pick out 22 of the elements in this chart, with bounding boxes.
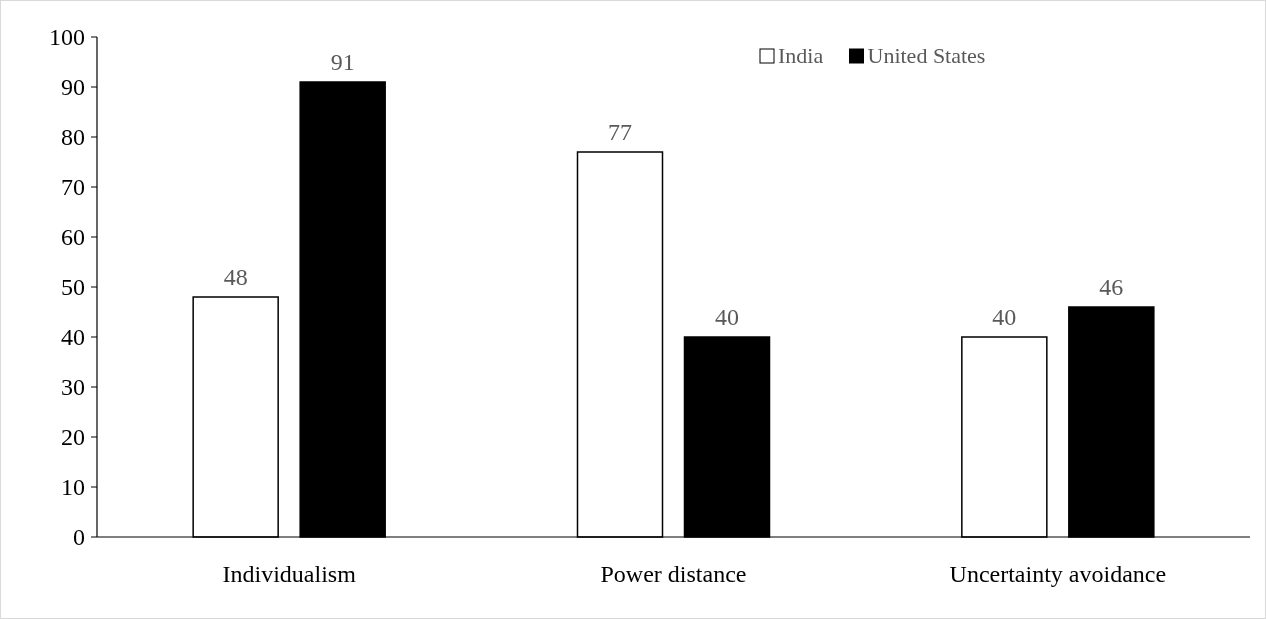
y-tick-label: 20 <box>61 424 85 451</box>
y-tick-label: 30 <box>61 374 85 401</box>
y-tick-label: 70 <box>61 174 85 201</box>
y-tick-label: 40 <box>61 324 85 351</box>
y-tick-label: 10 <box>61 474 85 501</box>
legend-label: United States <box>867 43 986 68</box>
y-tick-label: 80 <box>61 124 85 151</box>
x-tick-label: Power distance <box>600 561 747 587</box>
x-tick-label: Uncertainty avoidance <box>949 561 1167 587</box>
y-tick-label: 50 <box>61 274 85 301</box>
data-label: 77 <box>608 119 632 145</box>
y-tick-label: 60 <box>61 224 85 251</box>
x-tick-label: Individualism <box>222 561 357 587</box>
data-label: 40 <box>992 304 1017 330</box>
y-tick-label: 90 <box>61 74 85 101</box>
data-label: 91 <box>330 49 355 75</box>
y-tick-label: 100 <box>49 24 85 51</box>
y-tick-label: 0 <box>73 524 85 551</box>
legend-label: India <box>778 43 824 68</box>
data-label: 46 <box>1099 274 1124 300</box>
data-label: 40 <box>715 304 739 330</box>
data-label: 48 <box>223 264 248 290</box>
